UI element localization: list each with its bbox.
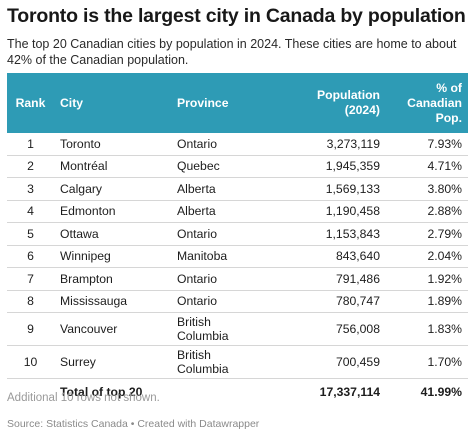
cell-province: Ontario [171,290,276,313]
table-row: 8 Mississauga Ontario 780,747 1.89% [7,290,468,313]
cell-city: Brampton [54,267,171,291]
table-row: 3 Calgary Alberta 1,569,133 3.80% [7,177,468,201]
cell-percent: 7.93% [386,133,468,156]
cell-population: 756,008 [276,312,386,346]
header-population-line2: (2024) [344,103,380,117]
cell-province: Manitoba [171,245,276,268]
cell-city: Edmonton [54,200,171,223]
table-row: 10 Surrey British Columbia 700,459 1.70% [7,345,468,379]
cell-city: Calgary [54,177,171,201]
cell-city: Toronto [54,133,171,156]
cell-province-line2: Columbia [177,329,229,343]
cell-percent: 4.71% [386,155,468,178]
table-row: 2 Montréal Quebec 1,945,359 4.71% [7,155,468,178]
cell-population: 1,190,458 [276,200,386,223]
cell-rank: 6 [7,245,54,268]
table-row: 4 Edmonton Alberta 1,190,458 2.88% [7,200,468,223]
cell-rank: 1 [7,133,54,156]
table-header-row: Rank City Province Population (2024) % o… [7,73,468,133]
total-percent: 41.99% [386,378,468,405]
cell-percent: 1.89% [386,290,468,313]
cell-percent: 1.92% [386,267,468,291]
cell-province: British Columbia [171,345,276,379]
cell-city: Mississauga [54,290,171,313]
cell-population: 780,747 [276,290,386,313]
cell-population: 843,640 [276,245,386,268]
cell-city: Surrey [54,345,171,379]
cell-population: 1,945,359 [276,155,386,178]
cell-percent: 1.70% [386,345,468,379]
cell-percent: 1.83% [386,312,468,346]
total-row: Total of top 20 17,337,114 41.99% [7,378,468,405]
header-city[interactable]: City [54,73,171,133]
table-row: 6 Winnipeg Manitoba 843,640 2.04% [7,245,468,268]
cell-population: 1,569,133 [276,177,386,201]
cell-population: 1,153,843 [276,222,386,246]
cell-percent: 2.88% [386,200,468,223]
cell-province: Ontario [171,133,276,156]
cell-rank: 3 [7,177,54,201]
header-population[interactable]: Population (2024) [276,73,386,133]
total-label: Total of top 20 [54,378,276,405]
cell-province-line2: Columbia [177,362,229,376]
cell-percent: 3.80% [386,177,468,201]
header-percent-line2: Canadian [407,95,462,110]
cell-province-line1: British [177,315,211,329]
population-table: Rank City Province Population (2024) % o… [7,73,468,405]
page-title: Toronto is the largest city in Canada by… [7,5,466,27]
cell-city: Winnipeg [54,245,171,268]
cell-city: Ottawa [54,222,171,246]
cell-province: Alberta [171,200,276,223]
cell-province: Alberta [171,177,276,201]
header-percent-line3: Pop. [435,110,462,125]
rows-hidden-note: Additional 10 rows not shown. [7,392,160,404]
cell-rank: 4 [7,200,54,223]
cell-population: 3,273,119 [276,133,386,156]
header-percent[interactable]: % of Canadian Pop. [386,73,468,133]
cell-rank: 8 [7,290,54,313]
cell-province-line1: British [177,348,211,362]
header-rank[interactable]: Rank [7,73,54,133]
table-row: 1 Toronto Ontario 3,273,119 7.93% [7,133,468,156]
table-row: 5 Ottawa Ontario 1,153,843 2.79% [7,222,468,246]
cell-percent: 2.79% [386,222,468,246]
cell-province: Quebec [171,155,276,178]
cell-rank: 7 [7,267,54,291]
table-row: 7 Brampton Ontario 791,486 1.92% [7,267,468,291]
table-row: 9 Vancouver British Columbia 756,008 1.8… [7,312,468,346]
cell-province: British Columbia [171,312,276,346]
cell-rank: 5 [7,222,54,246]
total-population: 17,337,114 [276,378,386,405]
cell-population: 700,459 [276,345,386,379]
cell-percent: 2.04% [386,245,468,268]
cell-province: Ontario [171,222,276,246]
cell-rank: 9 [7,312,54,346]
cell-province: Ontario [171,267,276,291]
cell-rank: 10 [7,345,54,379]
header-percent-line1: % of [436,80,462,95]
header-province[interactable]: Province [171,73,276,133]
header-population-line1: Population [317,88,380,102]
cell-rank: 2 [7,155,54,178]
chart-container: Toronto is the largest city in Canada by… [7,4,468,430]
cell-city: Vancouver [54,312,171,346]
total-rank-blank [7,378,54,405]
source-footer: Source: Statistics Canada • Created with… [7,418,260,430]
cell-city: Montréal [54,155,171,178]
page-subtitle: The top 20 Canadian cities by population… [7,37,457,67]
cell-population: 791,486 [276,267,386,291]
